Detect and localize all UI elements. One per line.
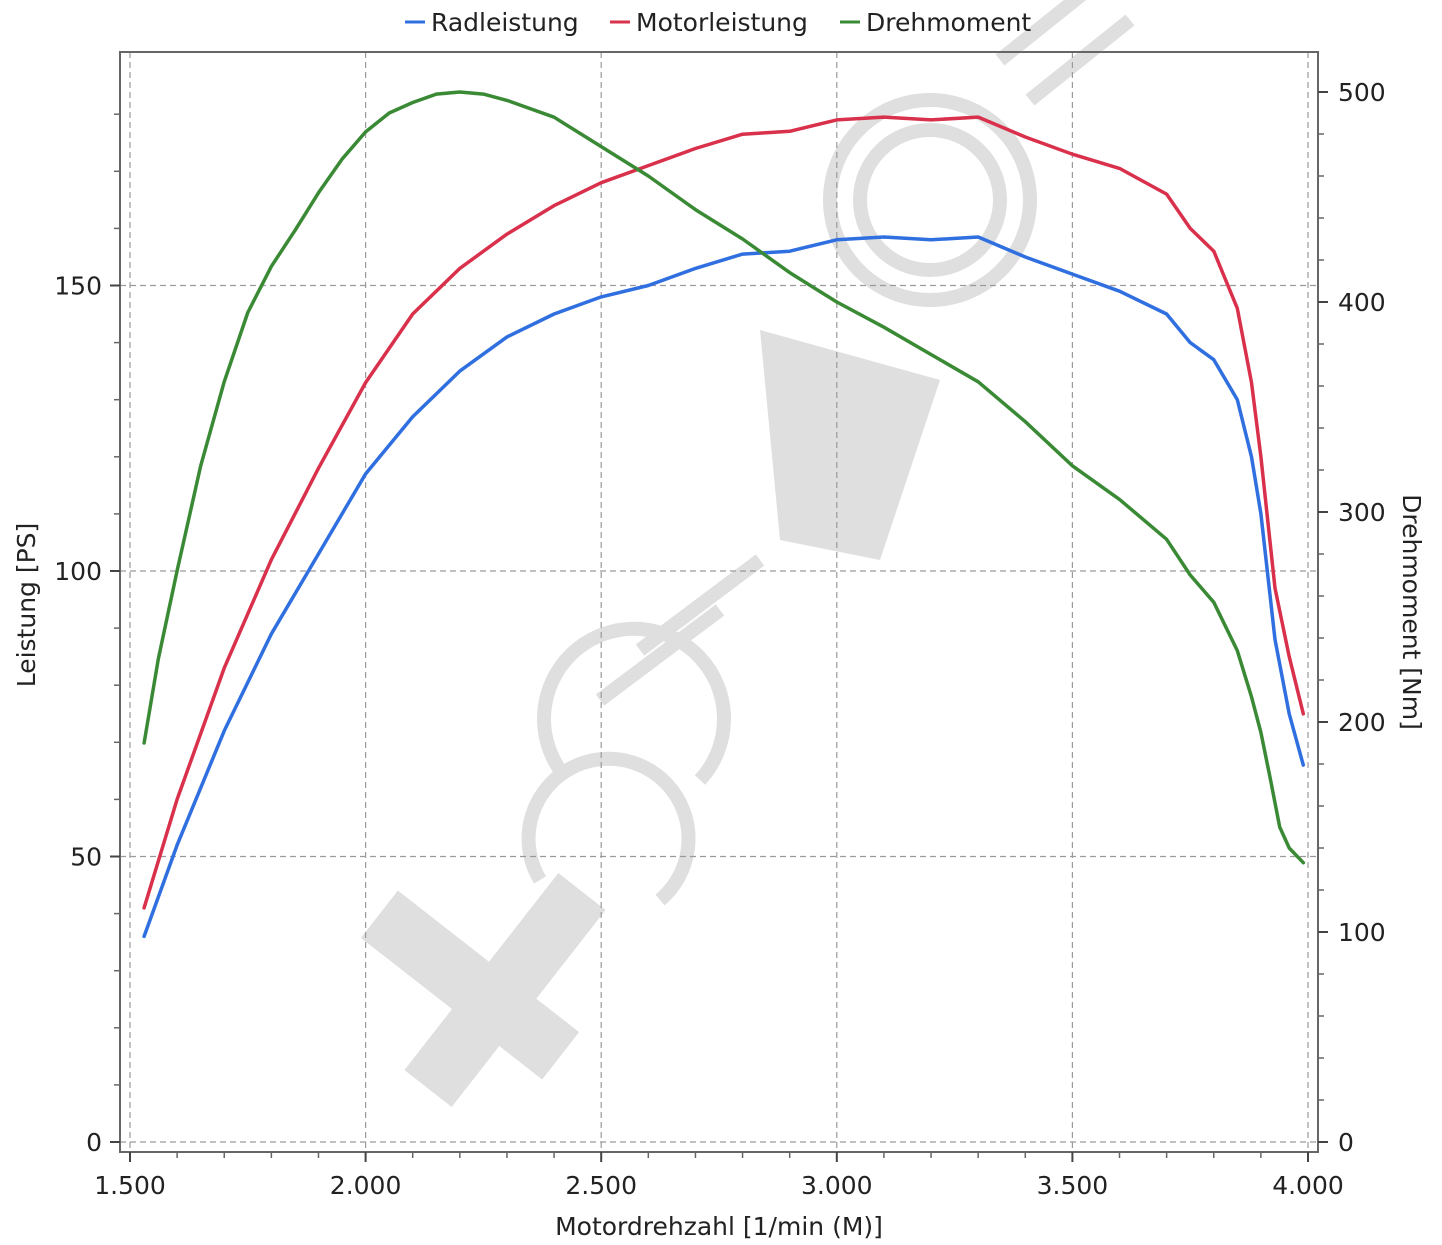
legend-label-radleistung: Radleistung: [431, 8, 579, 37]
y-right-tick-label: 300: [1338, 498, 1386, 527]
grid: [120, 52, 1318, 1152]
plot-frame: [119, 51, 1319, 1153]
legend: Radleistung Motorleistung Drehmoment: [405, 8, 1031, 37]
y-right-tick-label: 500: [1338, 78, 1386, 107]
y-right-tick-label: 200: [1338, 708, 1386, 737]
y-left-tick-label: 100: [54, 557, 102, 586]
x-tick-label: 3.000: [801, 1171, 873, 1200]
series-line-radleistung: [142, 235, 1306, 939]
x-tick-label: 3.500: [1037, 1171, 1109, 1200]
y-left-axis-title: Leistung [PS]: [12, 523, 41, 688]
y-right-tick-label: 100: [1338, 918, 1386, 947]
y-left-tick-label: 50: [70, 843, 102, 872]
y-right-axis-title: Drehmoment [Nm]: [1397, 494, 1426, 730]
y-left-tick-label: 150: [54, 272, 102, 301]
legend-label-drehmoment: Drehmoment: [866, 8, 1031, 37]
y-right-tick-label: 400: [1338, 288, 1386, 317]
series: [142, 90, 1306, 939]
y-right-tick-label: 0: [1338, 1128, 1354, 1157]
x-tick-label: 4.000: [1272, 1171, 1344, 1200]
x-axis-title: Motordrehzahl [1/min (M)]: [555, 1212, 883, 1241]
x-tick-label: 1.500: [94, 1171, 166, 1200]
techwork-watermark: [360, 0, 1135, 1107]
axes: 1.500 2.000 2.500 3.000 3.500 4.000 0 50 100 150 0…: [54, 78, 1385, 1200]
x-tick-label: 2.500: [565, 1171, 637, 1200]
x-tick-label: 2.000: [330, 1171, 402, 1200]
legend-label-motorleistung: Motorleistung: [636, 8, 808, 37]
series-line-motorleistung: [142, 115, 1306, 910]
series-line-drehmoment: [142, 90, 1306, 865]
y-left-tick-label: 0: [86, 1128, 102, 1157]
